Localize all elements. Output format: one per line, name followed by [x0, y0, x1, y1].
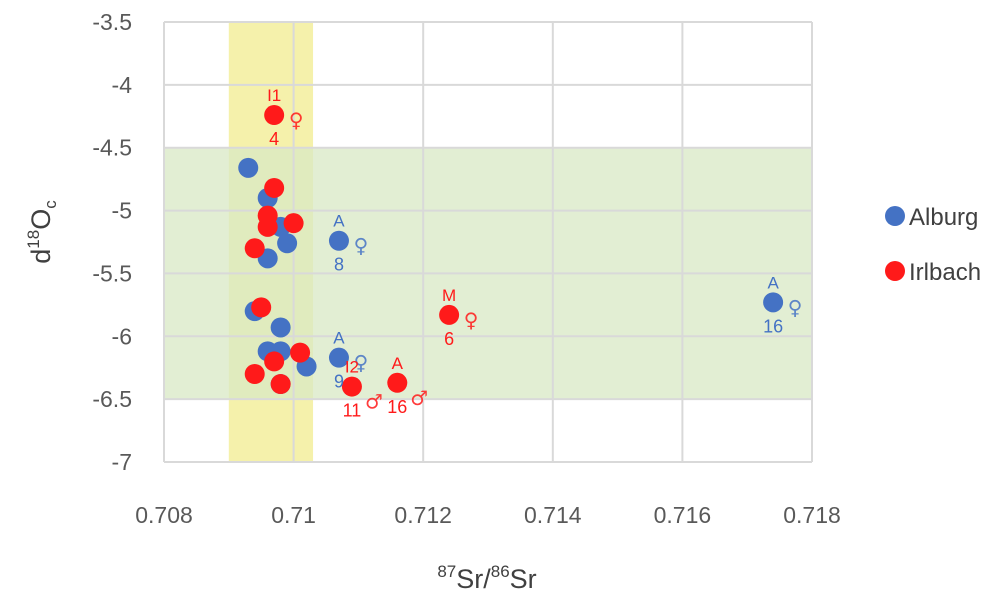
point-annotation: I1 4 ♀	[267, 86, 303, 149]
y-tick-label: -7	[112, 449, 132, 475]
annotation-number: 8	[334, 255, 344, 275]
data-point-alburg[interactable]	[238, 157, 259, 178]
x-tick-label: 0.712	[394, 502, 452, 528]
point-annotation: A 8 ♀	[333, 212, 368, 275]
annotation-number: 6	[444, 329, 454, 349]
data-point-irlbach[interactable]	[270, 374, 291, 395]
point-annotation: I2 11 ♂	[343, 358, 383, 421]
data-point-irlbach[interactable]	[283, 213, 304, 234]
x-tick-label: 0.718	[783, 502, 841, 528]
gridlines	[163, 21, 813, 463]
point-annotation: A 16♀	[763, 273, 802, 336]
data-point-irlbach[interactable]	[264, 351, 285, 372]
data-point-irlbach[interactable]	[439, 304, 460, 325]
annotation-top-label: A	[333, 212, 345, 231]
annotation-sex-symbol: ♀	[464, 308, 479, 332]
legend-item-alburg[interactable]: Alburg	[885, 204, 978, 231]
legend-label-alburg: Alburg	[909, 204, 978, 231]
legend-marker-irlbach	[885, 261, 905, 281]
data-point-irlbach[interactable]	[257, 216, 278, 237]
annotation-top-label: M	[442, 286, 456, 305]
data-points	[238, 105, 784, 397]
y-tick-label: -5.5	[92, 260, 132, 286]
data-point-irlbach[interactable]	[251, 297, 272, 318]
legend-item-irlbach[interactable]: Irlbach	[885, 259, 981, 286]
y-tick-label: -6.5	[92, 386, 132, 412]
point-annotation: M 6 ♀	[442, 286, 478, 349]
legend-label-irlbach: Irlbach	[909, 259, 981, 286]
data-point-irlbach[interactable]	[264, 105, 285, 126]
annotation-top-label: I1	[267, 86, 281, 105]
x-tick-labels: 0.708 0.71 0.712 0.714 0.716 0.718	[135, 502, 841, 528]
data-point-alburg[interactable]	[328, 347, 349, 368]
annotation-top-label: I2	[345, 358, 359, 377]
annotation-sex-symbol: ♀	[354, 234, 369, 258]
annotation-sex-symbol: ♀	[788, 295, 803, 319]
annotation-top-label: A	[767, 273, 779, 292]
data-point-irlbach[interactable]	[244, 238, 265, 259]
data-point-alburg[interactable]	[328, 230, 349, 251]
annotation-sex-symbol: ♀	[289, 108, 304, 132]
annotation-top-label: A	[333, 329, 345, 348]
annotation-sex-symbol: ♀	[354, 351, 369, 375]
y-tick-label: -4.5	[92, 135, 132, 161]
annotation-number: 9	[334, 372, 344, 392]
y-tick-label: -6	[112, 323, 132, 349]
y-tick-label: -5	[112, 198, 132, 224]
x-tick-label: 0.714	[524, 502, 582, 528]
annotation-number: 4	[269, 129, 279, 149]
legend: Alburg Irlbach	[885, 204, 981, 286]
annotation-number: 11	[343, 401, 362, 421]
data-point-alburg[interactable]	[270, 317, 291, 338]
y-tick-labels: -3.5 -4 -4.5 -5 -5.5 -6 -6.5 -7	[92, 9, 132, 475]
y-tick-label: -4	[112, 72, 133, 98]
annotation-number: 16	[763, 316, 783, 336]
data-point-irlbach[interactable]	[387, 372, 408, 393]
x-tick-label: 0.71	[271, 502, 316, 528]
data-point-alburg[interactable]	[763, 292, 784, 313]
legend-marker-alburg	[885, 206, 905, 226]
x-axis-title: 87Sr/86Sr	[437, 562, 536, 594]
y-axis-title: d18Oc	[24, 200, 60, 264]
annotation-number: 16	[387, 397, 407, 417]
data-point-irlbach[interactable]	[244, 364, 265, 384]
annotation-sex-symbol: ♂	[365, 390, 383, 414]
y-tick-label: -3.5	[92, 9, 132, 35]
data-point-irlbach[interactable]	[290, 342, 311, 363]
annotation-sex-symbol: ♂	[410, 386, 428, 410]
point-annotation: A 16 ♂	[387, 354, 428, 417]
data-point-irlbach[interactable]	[264, 177, 285, 198]
x-tick-label: 0.716	[654, 502, 712, 528]
x-tick-label: 0.708	[135, 502, 193, 528]
point-annotation: A 9 ♀	[333, 329, 368, 392]
data-point-alburg[interactable]	[277, 233, 298, 254]
annotation-top-label: A	[392, 354, 404, 373]
data-point-irlbach[interactable]	[341, 376, 362, 397]
